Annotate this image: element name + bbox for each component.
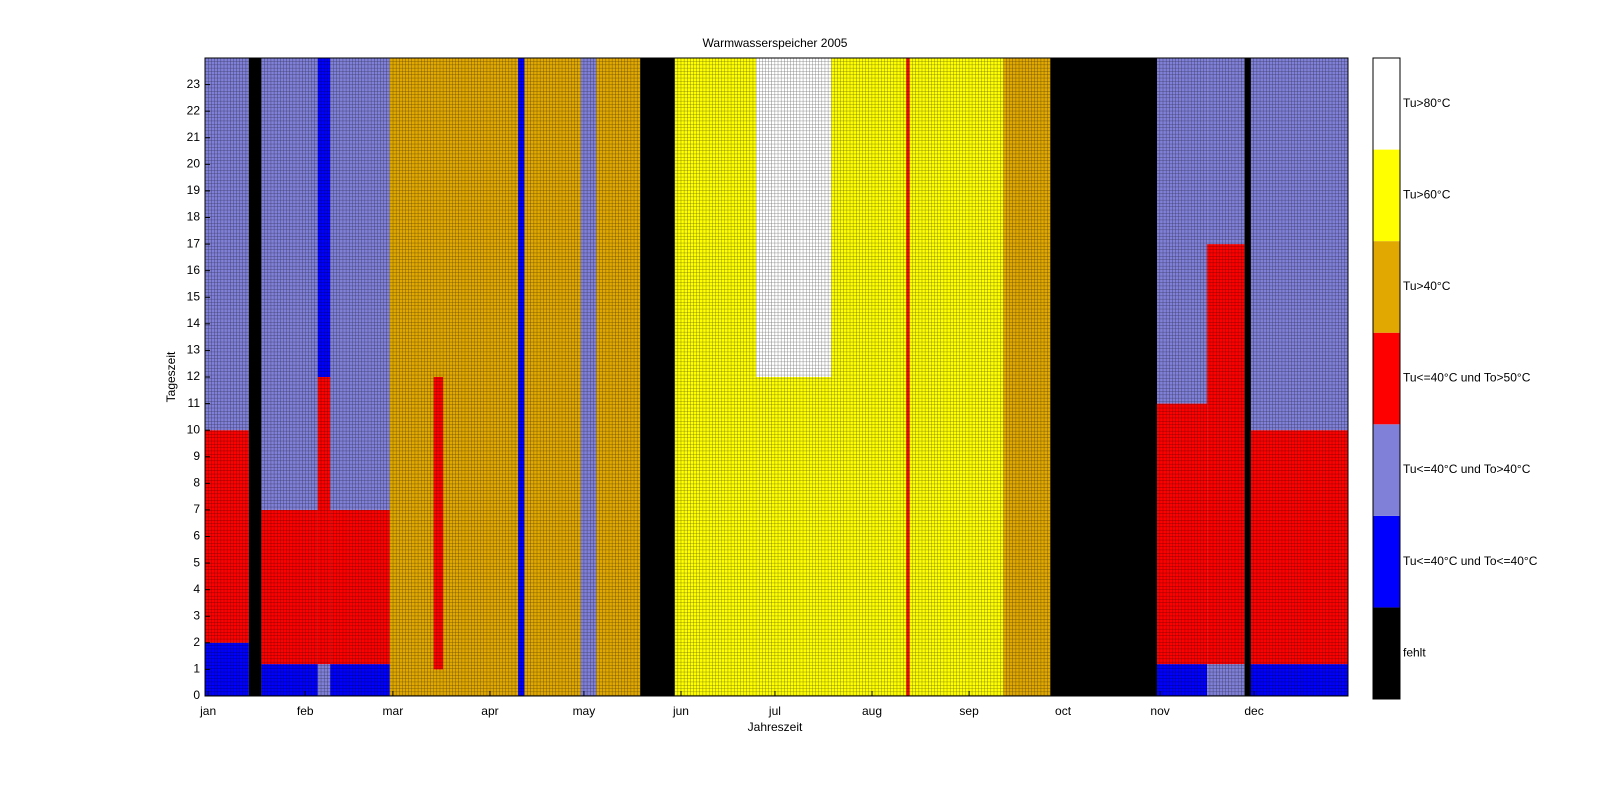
heatmap-cell xyxy=(1050,58,1157,696)
y-tick-label: 3 xyxy=(193,608,200,622)
heatmap-cell xyxy=(205,642,249,696)
heatmap-cell xyxy=(433,377,443,670)
x-tick-label: dec xyxy=(1244,704,1263,718)
heatmap-cell xyxy=(1207,244,1245,665)
y-tick-label: 20 xyxy=(187,157,201,171)
heatmap-cell xyxy=(261,58,318,510)
heatmap-cell xyxy=(1244,58,1251,696)
x-tick-label: jan xyxy=(199,704,216,718)
x-tick-label: feb xyxy=(297,704,314,718)
y-tick-label: 19 xyxy=(187,183,201,197)
heatmap-cell xyxy=(524,58,581,696)
heatmap-cell xyxy=(433,669,443,696)
heatmap-cell xyxy=(1250,664,1348,696)
y-tick-label: 23 xyxy=(187,77,201,91)
colorbar-swatch xyxy=(1373,58,1400,150)
heatmap-cell xyxy=(330,58,390,510)
colorbar-label: Tu<=40°C und To>40°C xyxy=(1403,462,1531,476)
heatmap-cell xyxy=(389,58,434,696)
colorbar-frame xyxy=(1372,57,1401,700)
y-tick-label: 17 xyxy=(187,236,201,250)
heatmap-cell xyxy=(580,58,597,696)
chart-title: Warmwasserspeicher 2005 xyxy=(703,36,848,50)
y-tick-label: 9 xyxy=(193,449,200,463)
heatmap-cell xyxy=(1207,58,1245,245)
heatmap-cell xyxy=(330,509,390,665)
y-axis-label: Tageszeit xyxy=(164,351,178,402)
colorbar-swatch xyxy=(1373,607,1400,699)
colorbar-swatch xyxy=(1373,149,1400,242)
colorbar-label: Tu<=40°C und To<=40°C xyxy=(1403,554,1538,568)
y-tick-label: 5 xyxy=(193,555,200,569)
heatmap-cell xyxy=(1156,403,1208,665)
heatmap-cell xyxy=(433,58,443,377)
y-tick-label: 6 xyxy=(193,529,200,543)
heatmap-cell xyxy=(317,377,331,665)
heatmap-cell xyxy=(317,664,331,696)
x-tick-label: may xyxy=(573,704,596,718)
heatmap-cell xyxy=(248,58,262,696)
colorbar-label: Tu>60°C xyxy=(1403,188,1451,202)
heatmap-cell xyxy=(518,58,525,696)
colorbar-swatch xyxy=(1373,515,1400,608)
heatmap-cell xyxy=(1156,58,1208,404)
heatmap-cell xyxy=(1003,58,1051,696)
x-tick-label: aug xyxy=(862,704,882,718)
heatmap-cell xyxy=(1250,430,1348,665)
y-tick-label: 8 xyxy=(193,476,200,490)
heatmap-cell xyxy=(261,509,318,665)
x-tick-label: mar xyxy=(383,704,404,718)
heatmap-cell xyxy=(205,58,249,431)
heatmap-cell xyxy=(1250,58,1348,431)
heatmap-cell xyxy=(674,58,757,696)
y-tick-label: 13 xyxy=(187,343,201,357)
y-tick-label: 22 xyxy=(187,103,201,117)
x-tick-label: sep xyxy=(959,704,979,718)
y-tick-label: 12 xyxy=(187,369,201,383)
x-tick-label: oct xyxy=(1055,704,1072,718)
heatmap-cell xyxy=(1207,664,1245,696)
colorbar-label: Tu<=40°C und To>50°C xyxy=(1403,371,1531,385)
heatmap xyxy=(205,58,1348,696)
colorbar-label: Tu>40°C xyxy=(1403,279,1451,293)
heatmap-cell xyxy=(596,58,641,696)
heatmap-cell xyxy=(330,664,390,696)
x-tick-label: apr xyxy=(481,704,498,718)
heatmap-cell xyxy=(756,58,832,377)
y-tick-label: 10 xyxy=(187,422,201,436)
x-tick-label: jul xyxy=(768,704,781,718)
x-axis-label: Jahreszeit xyxy=(748,720,803,734)
colorbar-swatch xyxy=(1373,424,1400,516)
colorbar-swatch xyxy=(1373,241,1400,333)
colorbar-label: Tu>80°C xyxy=(1403,96,1451,110)
y-tick-label: 1 xyxy=(193,662,200,676)
heatmap-cell xyxy=(261,664,318,696)
heatmap-cell xyxy=(205,430,249,643)
y-tick-label: 4 xyxy=(193,582,200,596)
x-tick-label: jun xyxy=(672,704,689,718)
y-tick-label: 14 xyxy=(187,316,201,330)
y-tick-label: 7 xyxy=(193,502,200,516)
heatmap-cell xyxy=(756,377,832,696)
y-tick-label: 16 xyxy=(187,263,201,277)
y-tick-label: 18 xyxy=(187,210,201,224)
heatmap-cell xyxy=(906,58,910,696)
heatmap-cell xyxy=(442,58,519,696)
heatmap-cell xyxy=(909,58,1004,696)
y-tick-label: 15 xyxy=(187,289,201,303)
x-tick-label: nov xyxy=(1150,704,1169,718)
y-tick-label: 21 xyxy=(187,130,201,144)
heatmap-cell xyxy=(831,58,907,696)
colorbar: fehlt Tu<=40°C und To<=40°C Tu<=40°C und T… xyxy=(1373,58,1538,699)
heatmap-cell xyxy=(1156,664,1208,696)
y-tick-label: 2 xyxy=(193,635,200,649)
y-tick-label: 0 xyxy=(193,688,200,702)
y-tick-label: 11 xyxy=(188,396,201,410)
heatmap-cell xyxy=(317,58,331,377)
heatmap-cell xyxy=(640,58,675,696)
colorbar-label: fehlt xyxy=(1403,645,1426,659)
colorbar-swatch xyxy=(1373,332,1400,425)
